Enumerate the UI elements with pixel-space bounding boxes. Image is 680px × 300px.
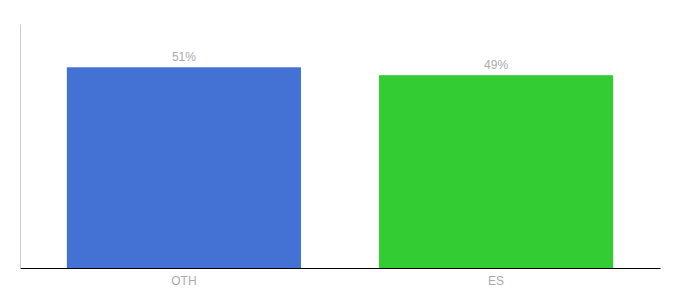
x-axis-line: [21, 268, 661, 269]
x-tick-label: OTH: [171, 274, 196, 288]
y-axis-line: [20, 25, 21, 269]
data-labels: 51% 49%: [172, 50, 509, 72]
x-tick-label: ES: [488, 274, 504, 288]
data-label: 49%: [484, 58, 508, 72]
bars: [67, 67, 613, 268]
x-tick: ES: [488, 268, 504, 288]
y-axis: [20, 25, 21, 269]
x-tick: OTH: [171, 268, 196, 288]
chart: OTH ES 51% 49%: [0, 0, 680, 300]
x-axis: OTH ES: [21, 268, 661, 288]
bar: [67, 67, 301, 268]
bar: [379, 75, 613, 268]
plot: OTH ES 51% 49%: [21, 25, 661, 288]
data-label: 51%: [172, 50, 196, 64]
